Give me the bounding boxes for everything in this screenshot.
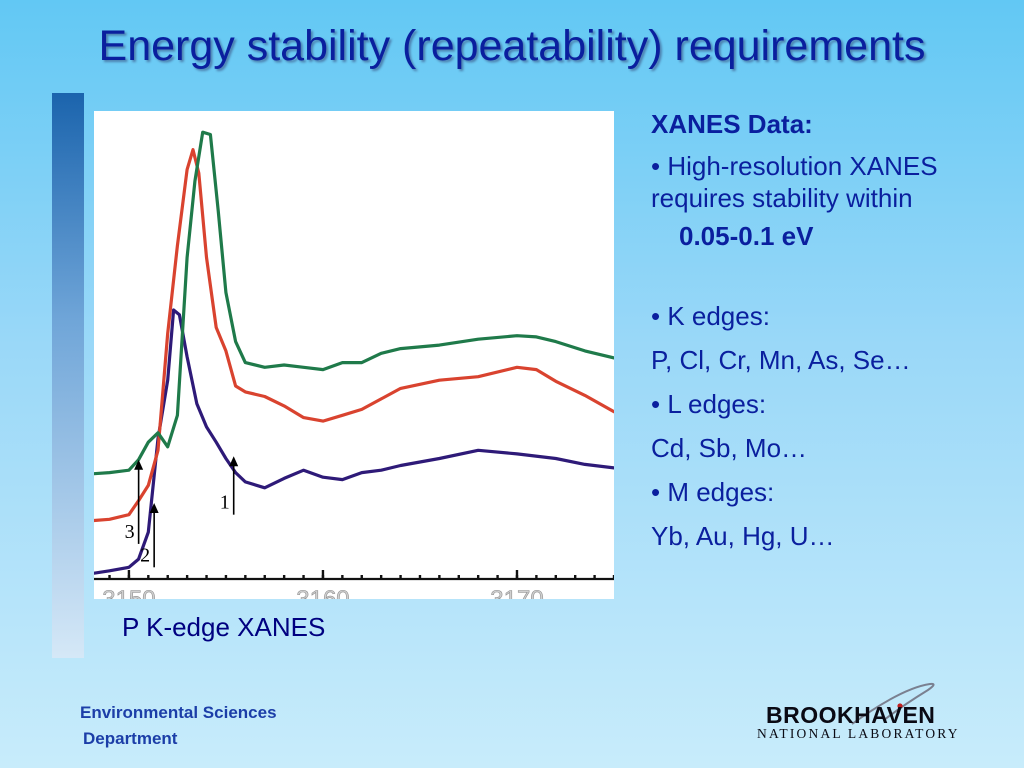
logo-name: BROOKHAVEN	[766, 702, 936, 728]
bullet-high-resolution: • High-resolution XANES requires stabili…	[651, 151, 938, 213]
stability-value: 0.05-0.1 eV	[679, 221, 814, 251]
chart-series-group	[94, 130, 614, 575]
series-line-1	[94, 308, 614, 575]
xanes-chart: 1 23 3150 3160 3170	[94, 130, 614, 599]
annotation-label-3: 3	[125, 521, 135, 543]
info-heading: XANES Data:	[651, 109, 813, 139]
x-tick-label: 3150	[102, 586, 155, 599]
department-label: Environmental Sciences Department	[80, 700, 277, 752]
bullet-l-edges: • L edges:	[651, 389, 767, 419]
annotation-arrowhead-3	[134, 459, 144, 470]
l-edges-list: Cd, Sb, Mo…	[651, 433, 808, 463]
bullet-m-edges: • M edges:	[651, 477, 775, 507]
bullet-k-edges: • K edges:	[651, 301, 770, 331]
annotation-arrowhead-2	[149, 502, 159, 513]
m-edges-list: Yb, Au, Hg, U…	[651, 521, 835, 551]
chart-caption: P K-edge XANES	[122, 612, 326, 642]
annotation-label-2: 2	[140, 544, 150, 566]
annotation-label-1: 1	[220, 492, 230, 514]
department-line-1: Environmental Sciences	[80, 703, 277, 722]
k-edges-list: P, Cl, Cr, Mn, As, Se…	[651, 345, 911, 375]
slide-title: Energy stability (repeatability) require…	[98, 22, 926, 70]
series-line-3	[94, 130, 614, 476]
chart-annotation-group: 1 23	[125, 456, 239, 568]
annotation-arrowhead-1	[229, 456, 239, 467]
brookhaven-logo: BROOKHAVEN NATIONAL LABORATORY	[752, 680, 984, 760]
info-panel: XANES Data: • High-resolution XANES requ…	[651, 108, 1011, 564]
logo-swoosh-icon	[851, 682, 935, 725]
chart-x-axis: 3150 3160 3170	[94, 570, 614, 599]
series-line-2	[94, 148, 614, 523]
department-line-2: Department	[83, 729, 178, 748]
x-tick-label: 3170	[490, 586, 543, 599]
logo-subtitle: NATIONAL LABORATORY	[757, 726, 960, 741]
x-tick-label: 3160	[296, 586, 349, 599]
decorative-side-bar	[52, 93, 84, 658]
xanes-chart-panel: 1 23 3150 3160 3170	[94, 111, 614, 599]
